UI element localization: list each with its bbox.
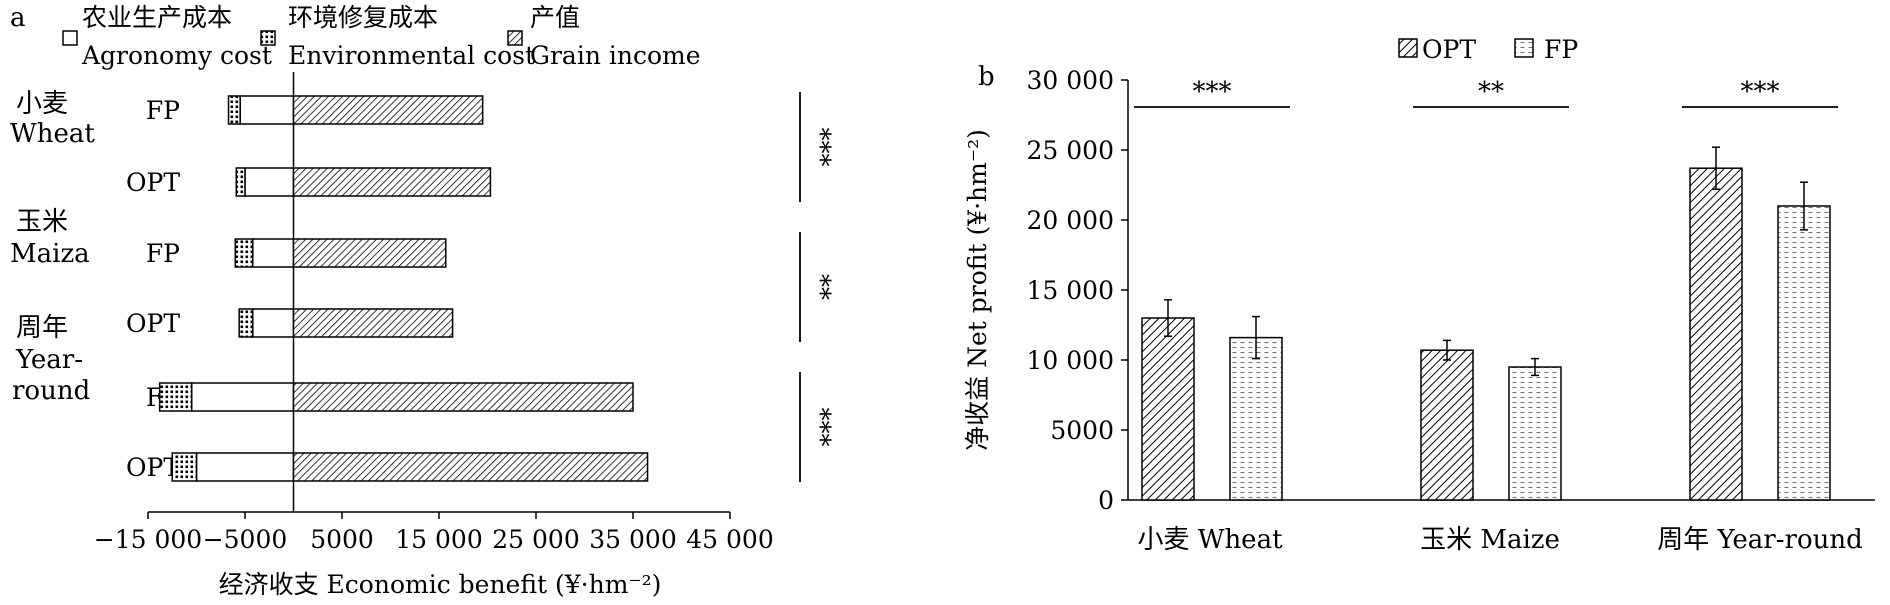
y-tick-label: 15 000: [1027, 276, 1114, 305]
bar-agronomy-cost: [252, 238, 295, 268]
group-wheat-cn: 小麦: [16, 89, 68, 119]
bar-agronomy-cost: [239, 95, 295, 125]
table-row: FP: [146, 238, 447, 268]
x-tick-label: 45 000: [686, 525, 773, 554]
panel-a-letter: a: [10, 3, 26, 33]
significance-label: ***: [1193, 77, 1232, 107]
legend-environmental-cn: 环境修复成本: [288, 3, 438, 32]
legend-agronomy-swatch: [62, 30, 78, 46]
category-label: 玉米 Maize: [1420, 525, 1560, 555]
y-tick-label: 20 000: [1027, 206, 1114, 235]
panel-b-legend: OPT FP: [1398, 35, 1578, 64]
y-tick-label: 0: [1098, 486, 1114, 515]
bar-agronomy-cost: [252, 308, 295, 338]
legend-grain-cn: 产值: [530, 3, 580, 32]
group-wheat-en: Wheat: [10, 119, 95, 149]
x-tick-label: 25 000: [492, 525, 579, 554]
significance-label: **: [1478, 77, 1504, 107]
significance-label: ***: [1741, 77, 1780, 107]
bar-grain-income: [292, 95, 484, 125]
significance-label: **: [805, 274, 835, 300]
panel-a-x-axis: −15 000 −5000 5000 15 000 25 000 35 000 45 000: [94, 72, 774, 554]
panel-a: a 农业生产成本 Agronomy cost 环境修复成本 Environmen…: [10, 3, 835, 599]
panel-b-letter: b: [978, 62, 995, 92]
group-maize-en: Maiza: [10, 239, 90, 269]
y-tick-label: 30 000: [1027, 66, 1114, 95]
bar-grain-income: [292, 167, 492, 197]
table-row: OPT: [126, 308, 454, 338]
group-yearround-cn: 周年: [16, 313, 68, 343]
x-tick-label: 35 000: [589, 525, 676, 554]
bar-fp: [1508, 366, 1562, 501]
y-tick-label: 25 000: [1027, 136, 1114, 165]
group-maize-cn: 玉米: [16, 207, 68, 237]
y-tick-label: 5000: [1050, 416, 1114, 445]
legend-agronomy-cn: 农业生产成本: [82, 3, 232, 32]
significance-label: ***: [805, 128, 835, 167]
panel-a-bars: FP OPT FP OPT FP OPT: [126, 95, 649, 482]
row-label: OPT: [126, 168, 180, 197]
legend-environmental-en: Environmental cost: [288, 41, 535, 70]
row-label: FP: [146, 96, 180, 125]
x-tick-label: −5000: [203, 525, 288, 554]
bar-opt: [1689, 167, 1743, 501]
bar-grain-income: [292, 382, 634, 412]
legend-grain-swatch: [507, 30, 523, 46]
panel-b: b OPT FP 净收益 Net profit (¥·hm⁻²) 0 5000 10…: [963, 35, 1875, 555]
panel-b-bars: 小麦 Wheat *** 玉米 Maize ** 周年 Year-round ***: [1134, 77, 1863, 555]
table-row: OPT: [126, 167, 492, 197]
category-label: 周年 Year-round: [1657, 525, 1863, 555]
bar-agronomy-cost: [190, 382, 295, 412]
table-row: OPT: [126, 452, 649, 482]
bar-environmental-cost: [227, 95, 241, 125]
category-label: 小麦 Wheat: [1137, 525, 1283, 555]
bar-environmental-cost: [235, 167, 246, 197]
bar-fp: [1777, 205, 1831, 501]
row-label: OPT: [126, 453, 180, 482]
legend-grain-en: Grain income: [530, 41, 701, 70]
legend-environmental-swatch: [260, 30, 276, 46]
legend-fp-label: FP: [1544, 35, 1578, 64]
row-label: FP: [146, 239, 180, 268]
bar-environmental-cost: [158, 382, 193, 412]
significance-label: ***: [805, 408, 835, 447]
bar-grain-income: [292, 238, 447, 268]
legend-opt-label: OPT: [1422, 35, 1476, 64]
panel-a-group-labels: 小麦 Wheat 玉米 Maiza 周年 Year- round: [10, 89, 95, 406]
bar-opt: [1420, 349, 1474, 501]
bar-environmental-cost: [171, 452, 198, 482]
group-yearround-en-1: Year-: [15, 345, 83, 375]
panel-a-significance: ********: [799, 92, 835, 482]
legend-opt-swatch: [1398, 38, 1418, 58]
row-label: OPT: [126, 309, 180, 338]
bar-fp: [1229, 336, 1283, 501]
legend-fp-swatch: [1514, 38, 1534, 58]
panel-b-ylabel: 净收益 Net profit (¥·hm⁻²): [963, 129, 992, 451]
bar-grain-income: [292, 452, 649, 482]
panel-b-axes: 0 5000 10 000 15 000 20 000 25 000 30 000: [1027, 66, 1875, 515]
x-tick-label: 5000: [310, 525, 374, 554]
bar-opt: [1141, 317, 1195, 501]
legend-agronomy-en: Agronomy cost: [81, 41, 272, 70]
x-tick-label: −15 000: [94, 525, 202, 554]
x-tick-label: 15 000: [395, 525, 482, 554]
bar-grain-income: [292, 308, 454, 338]
table-row: FP: [146, 95, 484, 125]
table-row: FP: [146, 382, 634, 412]
bar-agronomy-cost: [244, 167, 295, 197]
y-tick-label: 10 000: [1027, 346, 1114, 375]
panel-a-xlabel: 经济收支 Economic benefit (¥·hm⁻²): [219, 570, 662, 599]
bar-environmental-cost: [238, 308, 254, 338]
bar-environmental-cost: [234, 238, 254, 268]
panel-a-legend: 农业生产成本 Agronomy cost 环境修复成本 Environmenta…: [62, 3, 701, 70]
group-yearround-en-2: round: [12, 376, 90, 406]
bar-agronomy-cost: [195, 452, 295, 482]
